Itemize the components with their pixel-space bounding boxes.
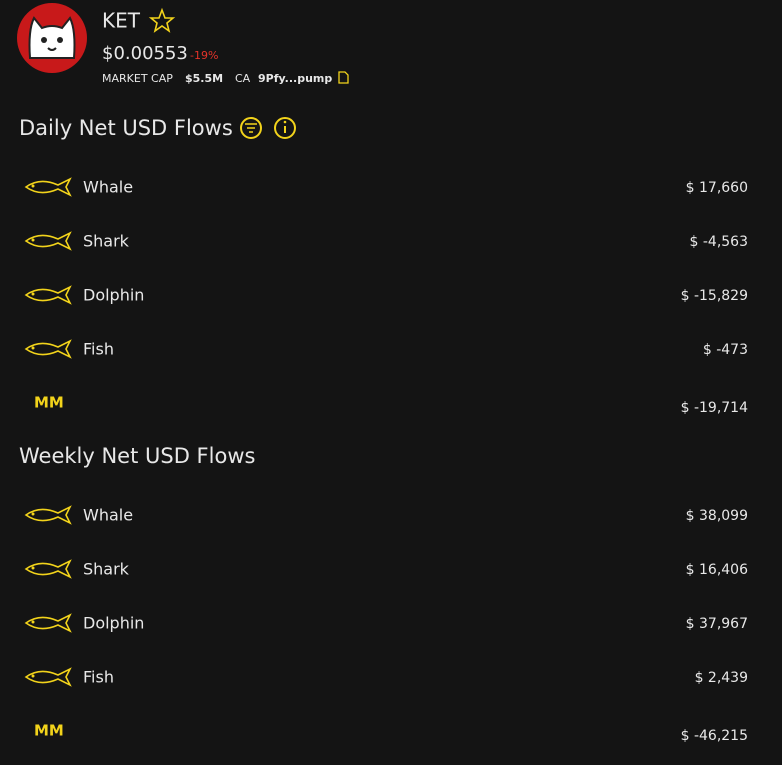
contract-address: 9Pfy...pump: [258, 72, 332, 85]
flow-value: $ -4,563: [690, 234, 749, 250]
icon-eye: [31, 674, 35, 678]
icon-eye: [31, 292, 35, 296]
tier-icon: [24, 177, 72, 197]
tier-icon: [24, 559, 72, 579]
flow-value: $ 16,406: [686, 562, 748, 578]
icon-outline: [24, 613, 72, 633]
flow-value: $ 38,099: [686, 508, 748, 524]
icon-eye: [31, 184, 35, 188]
price-change: -19%: [190, 49, 218, 62]
tier-name: Fish: [83, 340, 114, 359]
filter-icon[interactable]: [240, 117, 262, 139]
market-cap: $5.5M: [185, 72, 223, 85]
tier-icon: [24, 667, 72, 687]
flow-value: $ 37,967: [686, 616, 748, 632]
tier-name: Whale: [83, 178, 133, 197]
favorite-star[interactable]: [148, 7, 176, 33]
icon-outline: [24, 505, 72, 525]
icon-eye: [31, 238, 35, 242]
flow-value: $ 2,439: [695, 670, 748, 686]
flow-value: $ -473: [703, 342, 748, 358]
info-icon[interactable]: [274, 117, 296, 139]
icon-eye: [31, 566, 35, 570]
tier-name: Dolphin: [83, 286, 144, 305]
tier-name: Whale: [83, 506, 133, 525]
icon-outline: [24, 285, 72, 305]
section-title: Weekly Net USD Flows: [19, 444, 255, 468]
flow-value: $ -46,215: [681, 728, 748, 744]
icon-eye: [31, 512, 35, 516]
tier-icon: [24, 505, 72, 525]
icon-eye: [31, 620, 35, 624]
icon-outline: [24, 231, 72, 251]
ca-label: CA: [235, 72, 251, 85]
mm-badge: MM: [34, 394, 64, 412]
market-cap-label: MARKET CAP: [102, 72, 173, 85]
icon-outline: [24, 667, 72, 687]
tier-name: Shark: [83, 560, 130, 579]
icon-outline: [24, 559, 72, 579]
flow-value: $ -19,714: [681, 400, 748, 416]
tier-name: Shark: [83, 232, 130, 251]
icon-outline: [24, 339, 72, 359]
price: $0.00553: [102, 43, 188, 64]
section-title: Daily Net USD Flows: [19, 116, 233, 140]
mm-badge: MM: [34, 722, 64, 740]
tier-icon: [24, 339, 72, 359]
tier-name: Fish: [83, 668, 114, 687]
icon-eye: [31, 346, 35, 350]
token-logo: [17, 3, 87, 73]
tier-icon: [24, 285, 72, 305]
tier-icon: [24, 231, 72, 251]
icon-outline: [24, 177, 72, 197]
copy-icon[interactable]: [338, 71, 349, 84]
tier-name: Dolphin: [83, 614, 144, 633]
tier-icon: [24, 613, 72, 633]
flow-value: $ 17,660: [686, 180, 748, 196]
token-symbol: KET: [102, 9, 141, 33]
flow-value: $ -15,829: [681, 288, 748, 304]
